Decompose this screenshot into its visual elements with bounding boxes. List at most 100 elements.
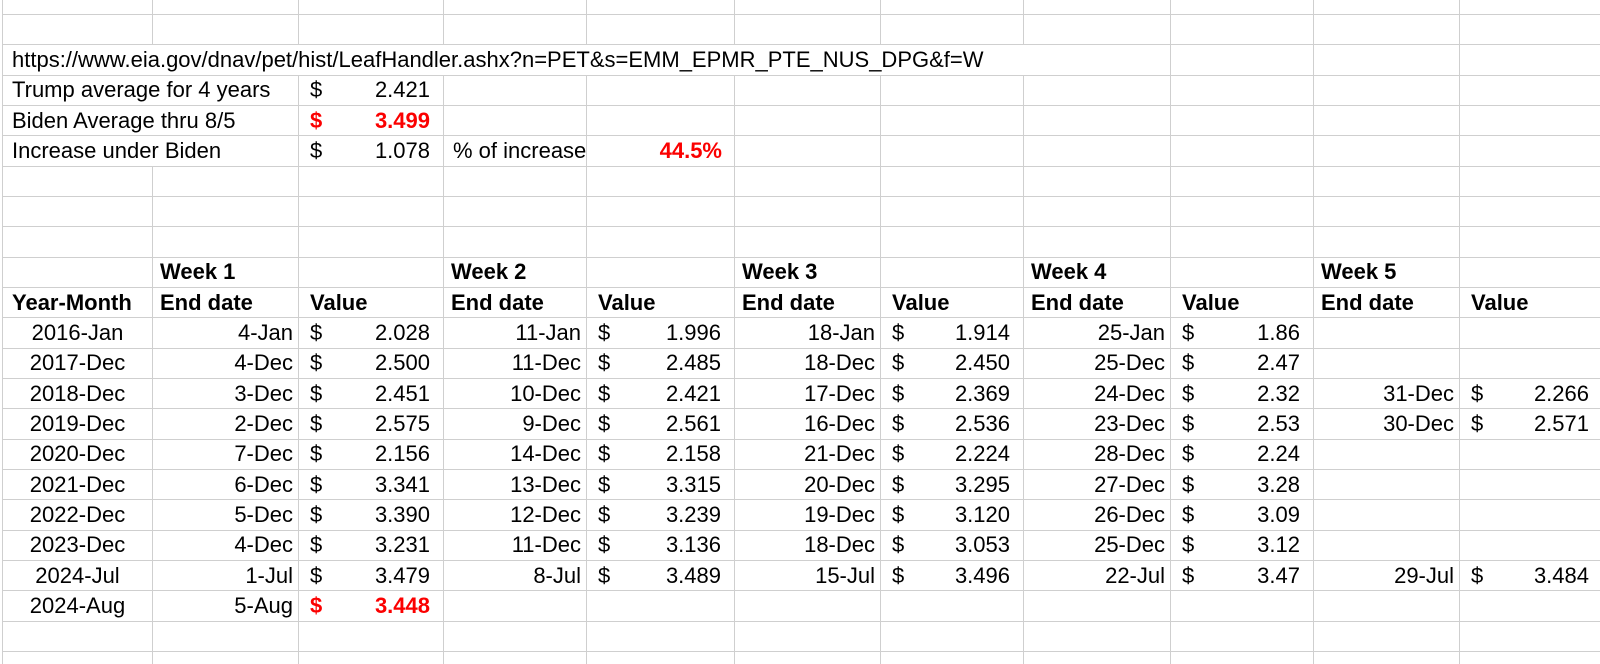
cell-end-date[interactable]: 13-Dec <box>444 469 587 501</box>
cell-value[interactable]: $2.451 <box>299 378 444 410</box>
cell-value[interactable]: $3.496 <box>881 560 1024 592</box>
cell-value[interactable]: $2.266 <box>1460 379 1600 410</box>
cell-end-date[interactable]: 10-Dec <box>444 378 587 410</box>
cell-value[interactable]: $1.914 <box>881 318 1024 349</box>
cell-value[interactable]: $2.47 <box>1171 348 1314 379</box>
cell-value[interactable]: $1.86 <box>1171 318 1314 349</box>
cell-value[interactable]: $3.295 <box>881 469 1024 501</box>
cell-trump-label[interactable]: Trump average for 4 years <box>3 75 299 106</box>
cell-value[interactable]: $2.32 <box>1171 378 1314 410</box>
cell-end-date[interactable]: 23-Dec <box>1024 409 1171 440</box>
cell-end-date[interactable]: 18-Jan <box>735 318 881 349</box>
cell-end-date[interactable]: 4-Dec <box>153 348 299 379</box>
cell-year-month[interactable]: 2023-Dec <box>3 530 153 561</box>
cell-value[interactable]: $3.390 <box>299 500 444 531</box>
cell-end-date[interactable]: 27-Dec <box>1024 469 1171 501</box>
cell-end-date[interactable]: 31-Dec <box>1314 378 1460 410</box>
cell-end-date[interactable]: 14-Dec <box>444 439 587 470</box>
cell-value[interactable]: $3.489 <box>587 560 735 592</box>
cell-end-date[interactable]: 21-Dec <box>735 439 881 470</box>
cell-value[interactable]: $2.224 <box>881 439 1024 470</box>
week-header[interactable]: Week 2 <box>444 257 587 288</box>
cell-end-date[interactable]: 11-Dec <box>444 530 587 561</box>
cell-source-url[interactable]: https://www.eia.gov/dnav/pet/hist/LeafHa… <box>3 45 1171 76</box>
cell-value[interactable]: $2.500 <box>299 348 444 379</box>
cell-end-date[interactable]: 25-Dec <box>1024 348 1171 379</box>
col-header-value[interactable]: Value <box>1460 288 1600 319</box>
cell-value[interactable]: $2.028 <box>299 318 444 349</box>
cell-end-date[interactable]: 5-Aug <box>153 591 299 622</box>
cell-end-date[interactable]: 18-Dec <box>735 348 881 379</box>
cell-value[interactable]: $3.479 <box>299 560 444 592</box>
cell-value[interactable]: $3.053 <box>881 530 1024 561</box>
cell-end-date[interactable]: 17-Dec <box>735 378 881 410</box>
cell-end-date[interactable]: 9-Dec <box>444 409 587 440</box>
cell-value[interactable]: $3.28 <box>1171 469 1314 501</box>
cell-end-date[interactable]: 28-Dec <box>1024 439 1171 470</box>
cell-value[interactable]: $2.421 <box>587 378 735 410</box>
cell-end-date[interactable]: 6-Dec <box>153 469 299 501</box>
cell-end-date[interactable]: 22-Jul <box>1024 560 1171 592</box>
col-header-value[interactable]: Value <box>881 287 1024 319</box>
cell-increase-label[interactable]: Increase under Biden <box>3 136 299 167</box>
cell-value[interactable]: $3.120 <box>881 500 1024 531</box>
cell-value[interactable]: $3.136 <box>587 530 735 561</box>
week-header[interactable]: Week 1 <box>153 257 299 288</box>
cell-value[interactable]: $3.448 <box>299 591 444 622</box>
week-header[interactable]: Week 4 <box>1024 257 1171 288</box>
cell-end-date[interactable]: 11-Dec <box>444 348 587 379</box>
cell-end-date[interactable]: 18-Dec <box>735 530 881 561</box>
cell-value[interactable]: $2.369 <box>881 378 1024 410</box>
cell-end-date[interactable]: 24-Dec <box>1024 378 1171 410</box>
cell-end-date[interactable]: 5-Dec <box>153 500 299 531</box>
cell-value[interactable]: $2.156 <box>299 439 444 470</box>
cell-end-date[interactable]: 4-Dec <box>153 530 299 561</box>
cell-year-month[interactable]: 2020-Dec <box>3 439 153 470</box>
cell-end-date[interactable]: 29-Jul <box>1314 560 1460 592</box>
cell-increase-value[interactable]: $1.078 <box>299 136 444 167</box>
cell-value[interactable]: $3.239 <box>587 500 735 531</box>
cell-year-month[interactable]: 2017-Dec <box>3 348 153 379</box>
cell-value[interactable]: $2.485 <box>587 348 735 379</box>
cell-value[interactable]: $2.571 <box>1460 409 1600 440</box>
cell-biden-value[interactable]: $3.499 <box>299 105 444 137</box>
cell-percent-value[interactable]: 44.5% <box>587 136 735 167</box>
cell-end-date[interactable]: 8-Jul <box>444 560 587 592</box>
cell-end-date[interactable]: 3-Dec <box>153 378 299 410</box>
cell-value[interactable]: $2.561 <box>587 409 735 440</box>
cell-end-date[interactable]: 16-Dec <box>735 409 881 440</box>
col-header-value[interactable]: Value <box>1171 287 1314 319</box>
week-header[interactable]: Week 3 <box>735 257 881 288</box>
cell-end-date[interactable]: 19-Dec <box>735 500 881 531</box>
cell-value[interactable]: $1.996 <box>587 318 735 349</box>
cell-end-date[interactable]: 12-Dec <box>444 500 587 531</box>
cell-end-date[interactable]: 25-Jan <box>1024 318 1171 349</box>
cell-end-date[interactable]: 15-Jul <box>735 560 881 592</box>
cell-trump-value[interactable]: $2.421 <box>299 75 444 106</box>
col-header-end-date[interactable]: End date <box>1314 287 1460 319</box>
cell-value[interactable]: $3.09 <box>1171 500 1314 531</box>
cell-end-date[interactable]: 11-Jan <box>444 318 587 349</box>
cell-end-date[interactable]: 4-Jan <box>153 318 299 349</box>
cell-end-date[interactable]: 20-Dec <box>735 469 881 501</box>
cell-value[interactable]: $3.341 <box>299 469 444 501</box>
cell-value[interactable]: $2.536 <box>881 409 1024 440</box>
cell-end-date[interactable]: 2-Dec <box>153 409 299 440</box>
cell-value[interactable]: $2.450 <box>881 348 1024 379</box>
cell-year-month[interactable]: 2019-Dec <box>3 409 153 440</box>
cell-year-month[interactable]: 2024-Aug <box>3 591 153 622</box>
cell-value[interactable]: $2.24 <box>1171 439 1314 470</box>
cell-value[interactable]: $3.315 <box>587 469 735 501</box>
cell-year-month[interactable]: 2021-Dec <box>3 469 153 501</box>
week-header[interactable]: Week 5 <box>1314 257 1460 288</box>
cell-value[interactable]: $3.231 <box>299 530 444 561</box>
col-header-value[interactable]: Value <box>299 287 444 319</box>
cell-value[interactable]: $2.158 <box>587 439 735 470</box>
cell-year-month[interactable]: 2018-Dec <box>3 378 153 410</box>
cell-year-month[interactable]: 2022-Dec <box>3 500 153 531</box>
cell-biden-label[interactable]: Biden Average thru 8/5 <box>3 105 299 137</box>
cell-end-date[interactable]: 7-Dec <box>153 439 299 470</box>
cell-end-date[interactable]: 1-Jul <box>153 560 299 592</box>
col-header-end-date[interactable]: End date <box>153 287 299 319</box>
cell-end-date[interactable]: 30-Dec <box>1314 409 1460 440</box>
